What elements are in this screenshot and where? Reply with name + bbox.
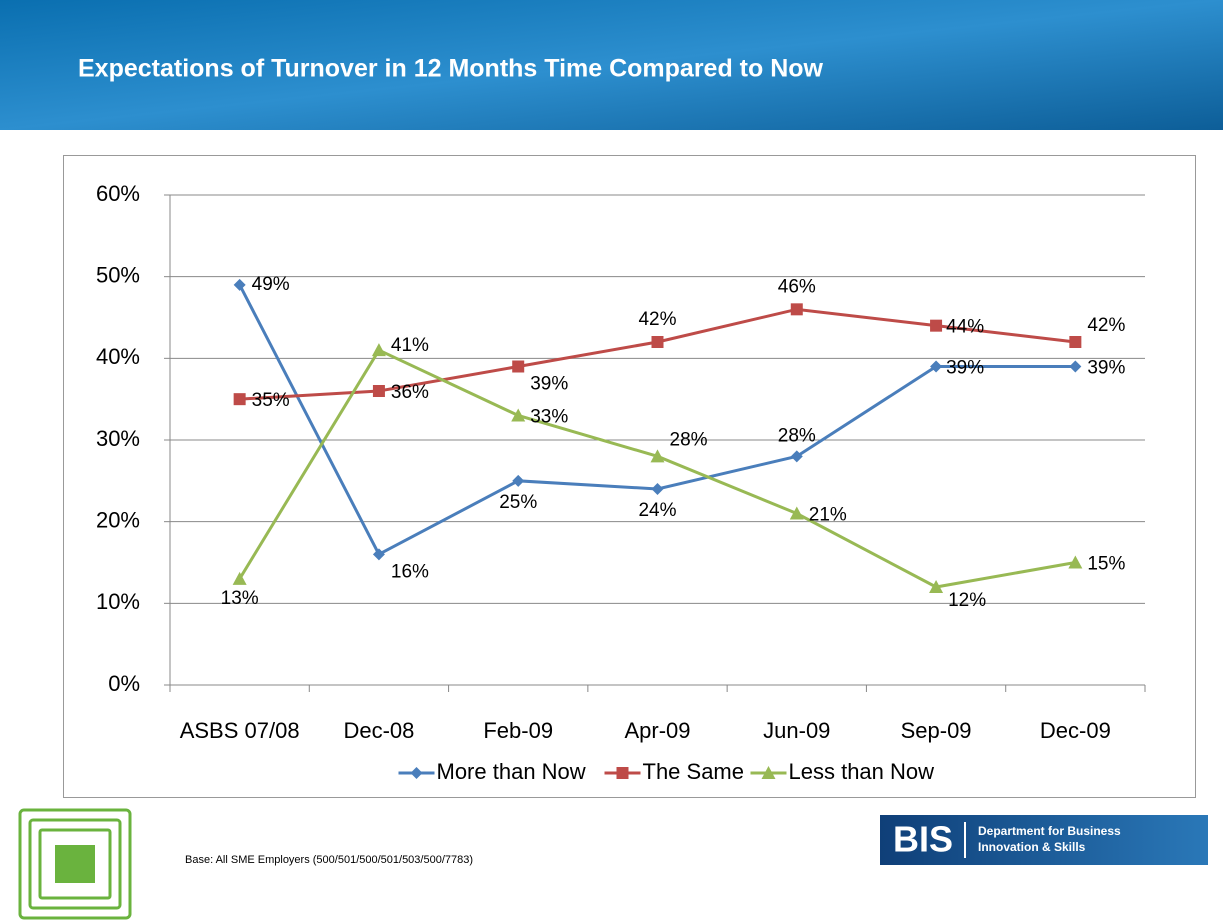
data-label: 15% bbox=[1087, 554, 1125, 575]
marker bbox=[1068, 555, 1083, 569]
marker bbox=[233, 278, 246, 291]
x-tick-label: Apr-09 bbox=[624, 718, 690, 743]
data-label: 16% bbox=[391, 561, 429, 582]
marker bbox=[651, 483, 664, 495]
x-tick-label: Feb-09 bbox=[483, 718, 553, 743]
marker bbox=[930, 360, 943, 373]
data-label: 46% bbox=[778, 276, 816, 297]
header-band bbox=[0, 0, 1223, 130]
bis-logo: BIS Department for Business Innovation &… bbox=[880, 815, 1208, 865]
logo-abbr: BIS bbox=[893, 819, 953, 860]
x-tick-label: ASBS 07/08 bbox=[180, 718, 300, 743]
data-label: 33% bbox=[530, 407, 568, 428]
y-tick-label: 30% bbox=[96, 426, 140, 451]
marker bbox=[930, 319, 943, 332]
x-tick-label: Dec-09 bbox=[1040, 718, 1111, 743]
y-tick-label: 50% bbox=[96, 262, 140, 287]
base-note: Base: All SME Employers (500/501/500/501… bbox=[185, 854, 473, 866]
marker bbox=[371, 343, 386, 357]
data-label: 39% bbox=[946, 358, 984, 379]
marker bbox=[651, 336, 664, 348]
x-tick-label: Jun-09 bbox=[763, 718, 830, 743]
data-label: 42% bbox=[638, 309, 676, 330]
marker bbox=[789, 506, 804, 520]
marker bbox=[650, 449, 665, 463]
logo-line: Innovation & Skills bbox=[978, 840, 1086, 854]
data-label: 12% bbox=[948, 590, 986, 611]
data-label: 28% bbox=[670, 429, 708, 450]
data-label: 44% bbox=[946, 317, 984, 338]
plot-area: 0% 10% 20% 30% 40% 50% 60% ASBS 07/08 Dec-08 Feb-… bbox=[96, 181, 1146, 784]
x-tick-label: Sep-09 bbox=[901, 718, 972, 743]
marker bbox=[410, 767, 423, 779]
logo-line: Department for Business bbox=[978, 824, 1121, 838]
marker bbox=[761, 766, 776, 779]
data-label: 28% bbox=[778, 425, 816, 446]
data-label: 36% bbox=[391, 382, 429, 403]
x-tick-label: Dec-08 bbox=[343, 718, 414, 743]
data-label: 13% bbox=[221, 588, 259, 609]
data-label: 25% bbox=[499, 492, 537, 513]
marker bbox=[790, 303, 803, 316]
data-label: 24% bbox=[638, 500, 676, 521]
data-label: 39% bbox=[1087, 358, 1125, 379]
legend-label: Less than Now bbox=[789, 759, 935, 784]
marker bbox=[929, 580, 944, 593]
data-label: 49% bbox=[252, 274, 290, 295]
left-logo bbox=[18, 808, 132, 920]
data-label: 39% bbox=[530, 374, 568, 395]
legend-label: The Same bbox=[643, 759, 745, 784]
data-label: 21% bbox=[809, 505, 847, 526]
data-label: 35% bbox=[252, 390, 290, 411]
data-label: 42% bbox=[1087, 315, 1125, 336]
marker bbox=[511, 408, 526, 422]
marker bbox=[790, 450, 803, 463]
y-tick-label: 40% bbox=[96, 344, 140, 369]
legend-label: More than Now bbox=[437, 759, 586, 784]
y-tick-label: 0% bbox=[108, 671, 140, 696]
marker bbox=[512, 360, 525, 373]
marker bbox=[1069, 336, 1082, 348]
y-tick-label: 60% bbox=[96, 181, 140, 206]
marker bbox=[372, 385, 385, 397]
marker bbox=[616, 767, 629, 779]
chart-frame bbox=[63, 155, 1196, 798]
data-label: 41% bbox=[391, 335, 429, 356]
y-tick-label: 10% bbox=[96, 589, 140, 614]
marker bbox=[1069, 360, 1082, 373]
marker bbox=[233, 393, 246, 406]
slide-title: Expectations of Turnover in 12 Months Ti… bbox=[78, 55, 824, 83]
y-tick-label: 20% bbox=[96, 507, 140, 532]
marker bbox=[232, 571, 247, 585]
marker bbox=[512, 474, 525, 487]
marker bbox=[372, 548, 385, 561]
